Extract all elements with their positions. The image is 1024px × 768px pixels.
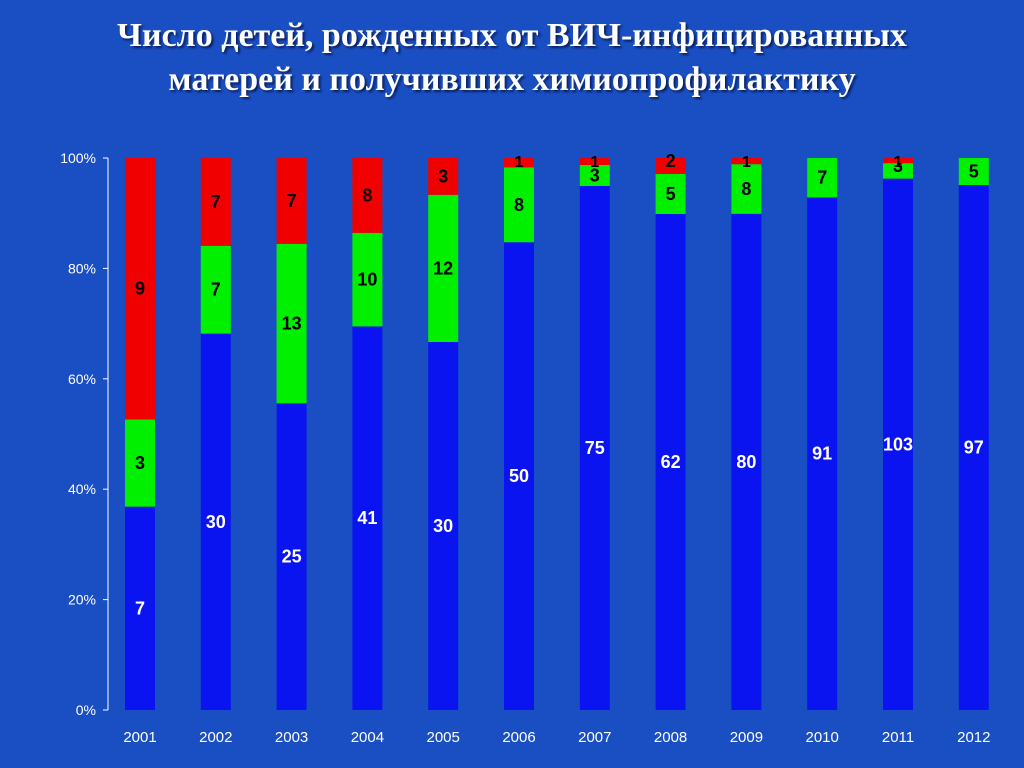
data-label: 8 xyxy=(362,185,372,205)
bar-segment xyxy=(958,185,989,710)
title-line-1: Число детей, рожденных от ВИЧ-инфицирова… xyxy=(117,17,907,54)
data-label: 3 xyxy=(135,453,145,473)
x-tick-label: 2009 xyxy=(730,729,763,746)
data-label: 10 xyxy=(357,270,377,290)
data-label: 7 xyxy=(211,280,221,300)
bar-segment xyxy=(655,174,686,214)
data-label: 1 xyxy=(590,154,599,171)
data-label: 97 xyxy=(964,438,984,458)
data-label: 80 xyxy=(736,452,756,472)
bar-segment xyxy=(428,342,459,710)
bar-segment xyxy=(276,158,307,244)
data-label: 12 xyxy=(433,258,453,278)
data-label: 3 xyxy=(590,165,600,185)
bar-segment xyxy=(428,194,459,342)
bar-segment xyxy=(958,158,989,186)
title-line-2: матерей и получивших химиопрофилактику xyxy=(168,61,856,98)
data-label: 1 xyxy=(515,154,524,171)
data-label: 7 xyxy=(287,191,297,211)
data-label: 25 xyxy=(282,547,302,567)
x-tick-label: 2007 xyxy=(578,729,611,746)
bar-segment xyxy=(807,158,838,198)
bar-segment xyxy=(883,178,913,711)
data-label: 41 xyxy=(357,508,377,528)
data-label: 3 xyxy=(893,156,903,176)
x-tick-label: 2006 xyxy=(502,729,535,746)
y-tick-label: 0% xyxy=(76,702,96,718)
x-tick-label: 2001 xyxy=(123,729,156,746)
data-label: 2 xyxy=(666,151,676,171)
bar-segment xyxy=(276,403,307,710)
bar-segment xyxy=(125,506,155,710)
bar-segment xyxy=(200,333,231,710)
bar-segment xyxy=(352,158,383,233)
y-tick-label: 20% xyxy=(68,592,96,608)
data-label: 8 xyxy=(741,179,751,199)
bar-segment xyxy=(428,158,459,195)
x-tick-label: 2010 xyxy=(806,729,839,746)
bar-segment xyxy=(579,158,610,165)
data-label: 30 xyxy=(433,516,453,536)
bar-segment xyxy=(125,419,155,507)
x-tick-label: 2008 xyxy=(654,729,687,746)
x-tick-label: 2003 xyxy=(275,729,308,746)
bar-segment xyxy=(807,197,838,710)
bar-segment xyxy=(655,214,686,710)
data-label: 91 xyxy=(812,444,832,464)
bar-segment xyxy=(579,185,610,711)
bar-segment xyxy=(504,242,534,711)
y-tick-label: 60% xyxy=(68,371,96,387)
bar-segment xyxy=(655,158,686,174)
bar-segment xyxy=(731,164,762,214)
x-tick-label: 2011 xyxy=(882,729,914,746)
data-label: 50 xyxy=(509,466,529,486)
bar-segment xyxy=(731,158,762,165)
bar-segment xyxy=(731,213,762,710)
data-label: 8 xyxy=(514,195,524,215)
data-label: 1 xyxy=(894,154,903,171)
data-label: 7 xyxy=(817,168,827,188)
chart-title: Число детей, рожденных от ВИЧ-инфицирова… xyxy=(0,14,1024,102)
data-label: 3 xyxy=(438,166,448,186)
bar-segment xyxy=(883,163,913,179)
data-label: 5 xyxy=(969,162,979,182)
bar-segment xyxy=(504,158,534,168)
data-label: 1 xyxy=(742,154,751,171)
y-tick-label: 80% xyxy=(68,260,96,276)
x-tick-label: 2002 xyxy=(199,729,232,746)
data-label: 5 xyxy=(666,184,676,204)
bar-segment xyxy=(276,243,307,404)
x-tick-label: 2004 xyxy=(351,729,384,746)
x-tick-label: 2012 xyxy=(957,729,990,746)
data-label: 62 xyxy=(661,452,681,472)
bar-segment xyxy=(504,167,534,243)
y-tick-label: 100% xyxy=(60,150,96,166)
data-label: 30 xyxy=(206,512,226,532)
data-label: 7 xyxy=(211,192,221,212)
data-label: 75 xyxy=(585,438,605,458)
data-label: 103 xyxy=(883,434,913,454)
bar-segment xyxy=(352,326,383,710)
bar-segment xyxy=(352,232,383,327)
y-tick-label: 40% xyxy=(68,481,96,497)
bar-segment xyxy=(125,158,155,420)
data-label: 7 xyxy=(135,598,145,618)
data-label: 9 xyxy=(135,279,145,299)
bar-segment xyxy=(579,164,610,186)
bar-segment xyxy=(200,158,231,246)
data-label: 13 xyxy=(282,314,302,334)
x-tick-label: 2005 xyxy=(427,729,460,746)
bar-segment xyxy=(200,245,231,334)
bar-segment xyxy=(883,158,913,164)
